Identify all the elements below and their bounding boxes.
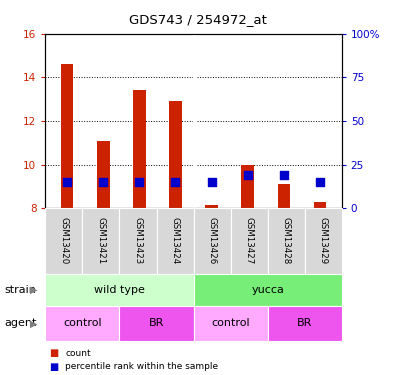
Text: percentile rank within the sample: percentile rank within the sample xyxy=(65,362,218,371)
Bar xyxy=(97,141,109,208)
Bar xyxy=(241,165,254,208)
Text: ■: ■ xyxy=(49,348,58,358)
Text: count: count xyxy=(65,349,91,358)
Text: BR: BR xyxy=(297,318,312,328)
Bar xyxy=(205,205,218,208)
Text: GSM13428: GSM13428 xyxy=(282,217,291,265)
Point xyxy=(100,179,106,185)
Point xyxy=(172,179,179,185)
Text: control: control xyxy=(211,318,250,328)
Text: GDS743 / 254972_at: GDS743 / 254972_at xyxy=(128,13,267,26)
Point xyxy=(281,172,287,178)
Text: control: control xyxy=(63,318,102,328)
Text: yucca: yucca xyxy=(251,285,284,295)
Text: ▶: ▶ xyxy=(30,285,37,295)
Bar xyxy=(133,90,146,208)
Bar xyxy=(169,101,182,208)
Point xyxy=(245,172,251,178)
Text: GSM13420: GSM13420 xyxy=(59,217,68,265)
Text: GSM13427: GSM13427 xyxy=(245,217,254,265)
Text: GSM13429: GSM13429 xyxy=(319,217,328,264)
Text: BR: BR xyxy=(149,318,164,328)
Bar xyxy=(314,202,326,208)
Point xyxy=(209,179,215,185)
Point xyxy=(64,179,70,185)
Text: GSM13426: GSM13426 xyxy=(207,217,216,265)
Text: ▶: ▶ xyxy=(30,318,37,328)
Bar xyxy=(278,184,290,208)
Text: GSM13424: GSM13424 xyxy=(171,217,180,265)
Bar xyxy=(61,64,73,208)
Text: GSM13423: GSM13423 xyxy=(134,217,143,265)
Text: wild type: wild type xyxy=(94,285,145,295)
Point xyxy=(317,179,323,185)
Text: GSM13421: GSM13421 xyxy=(96,217,105,265)
Text: agent: agent xyxy=(4,318,36,328)
Point xyxy=(136,179,143,185)
Text: ■: ■ xyxy=(49,362,58,372)
Text: strain: strain xyxy=(4,285,36,295)
